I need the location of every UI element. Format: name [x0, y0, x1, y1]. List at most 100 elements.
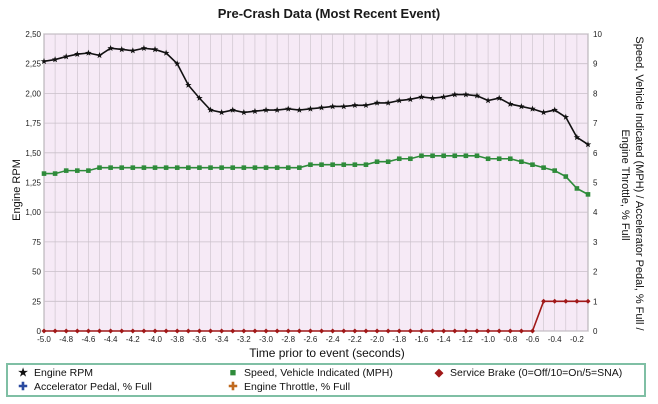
- data-point: [74, 50, 81, 57]
- right-tick-label: 0: [593, 327, 598, 336]
- data-point: [52, 328, 58, 334]
- data-point: [130, 328, 136, 334]
- legend-item-engine-rpm[interactable]: ★ Engine RPM: [16, 367, 93, 379]
- right-tick-label: 6: [593, 149, 598, 158]
- x-tick-label: -1.0: [481, 335, 495, 344]
- data-point: [151, 46, 159, 53]
- data-point: [96, 51, 103, 59]
- data-point: [519, 159, 524, 165]
- data-point: [418, 93, 425, 100]
- data-point: [97, 165, 102, 170]
- data-point: [119, 165, 125, 170]
- x-tick-label: -0.2: [570, 335, 584, 344]
- data-point: [474, 153, 480, 159]
- data-point: [484, 97, 492, 104]
- data-point: [63, 328, 69, 334]
- data-point: [40, 57, 48, 65]
- x-tick-label: -3.8: [170, 335, 184, 344]
- data-point: [296, 106, 303, 113]
- data-point: [396, 97, 403, 104]
- data-point: [518, 103, 525, 110]
- x-tick-label: -2.8: [281, 335, 295, 344]
- x-tick-label: -2.6: [304, 335, 318, 344]
- x-tick-label: -4.0: [148, 335, 162, 344]
- data-point: [41, 328, 47, 334]
- data-point: [418, 328, 424, 334]
- data-point: [485, 328, 491, 334]
- data-point: [452, 328, 458, 334]
- data-point: [263, 165, 269, 170]
- data-point: [518, 328, 524, 334]
- x-tick-label: -4.8: [59, 335, 73, 344]
- x-tick-label: -1.6: [415, 335, 429, 344]
- data-point: [574, 186, 580, 191]
- data-point: [452, 153, 458, 159]
- left-tick-label: 50: [32, 268, 41, 277]
- chart-title: Pre-Crash Data (Most Recent Event): [217, 6, 441, 21]
- diamond-icon: ◆: [434, 366, 444, 379]
- data-point: [274, 165, 280, 170]
- data-point: [374, 159, 380, 165]
- legend-label: Speed, Vehicle Indicated (MPH): [244, 367, 393, 379]
- data-point: [463, 153, 469, 159]
- left-tick-label: 25: [32, 297, 41, 306]
- data-point: [485, 156, 491, 162]
- data-point: [319, 328, 325, 334]
- left-axis-ticks: 0 25 50 75 1,00 1,25 1,50 1,75 2,00 2,25 2,50: [25, 30, 41, 336]
- data-point: [541, 165, 546, 170]
- data-point: [318, 104, 325, 111]
- data-point: [584, 141, 592, 148]
- star-icon: ★: [18, 366, 28, 379]
- data-point: [285, 328, 291, 334]
- data-point: [285, 105, 292, 112]
- data-point: [130, 165, 136, 170]
- data-point: [574, 298, 580, 304]
- x-tick-label: -2.0: [370, 335, 384, 344]
- data-point: [297, 165, 302, 170]
- data-point: [208, 328, 214, 334]
- data-point: [85, 49, 92, 56]
- data-point: [230, 165, 236, 170]
- left-tick-label: 0: [37, 327, 42, 336]
- data-point: [152, 328, 158, 334]
- plus-icon: ✚: [18, 380, 28, 393]
- legend-item-service-brake[interactable]: ◆ Service Brake (0=Off/10=On/5=SNA): [432, 366, 623, 379]
- data-point: [441, 153, 446, 159]
- data-point: [230, 328, 236, 334]
- data-point: [197, 165, 202, 170]
- legend-item-accelerator-pedal[interactable]: ✚ Accelerator Pedal, % Full: [16, 381, 152, 393]
- data-point: [173, 60, 181, 67]
- data-point: [162, 49, 170, 56]
- legend-item-speed[interactable]: ■ Speed, Vehicle Indicated (MPH): [226, 367, 393, 379]
- right-tick-label: 8: [593, 89, 598, 98]
- data-point: [141, 165, 147, 170]
- data-point: [108, 328, 114, 334]
- data-point: [85, 328, 91, 334]
- data-point: [341, 162, 347, 167]
- right-tick-label: 4: [593, 208, 598, 217]
- data-point: [207, 106, 214, 113]
- data-point: [75, 168, 80, 173]
- series-layer: [40, 44, 592, 334]
- data-point: [74, 328, 80, 334]
- data-point: [507, 156, 513, 162]
- data-point: [63, 168, 69, 173]
- data-point: [262, 106, 270, 113]
- data-point: [296, 328, 302, 334]
- x-tick-label: -1.8: [392, 335, 406, 344]
- data-point: [507, 100, 514, 107]
- data-point: [152, 165, 158, 170]
- data-point: [196, 328, 202, 334]
- legend-label: Accelerator Pedal, % Full: [34, 381, 152, 393]
- data-point: [429, 94, 436, 101]
- data-point: [463, 328, 469, 334]
- left-axis-label: Engine RPM: [11, 159, 23, 221]
- data-point: [285, 165, 291, 170]
- data-point: [251, 107, 259, 114]
- data-point: [352, 162, 358, 167]
- legend-item-engine-throttle[interactable]: ✚ Engine Throttle, % Full: [226, 381, 350, 393]
- data-point: [474, 328, 480, 334]
- data-point: [407, 328, 413, 334]
- data-point: [329, 103, 336, 110]
- chart-legend: ★ Engine RPM ■ Speed, Vehicle Indicated …: [6, 363, 646, 397]
